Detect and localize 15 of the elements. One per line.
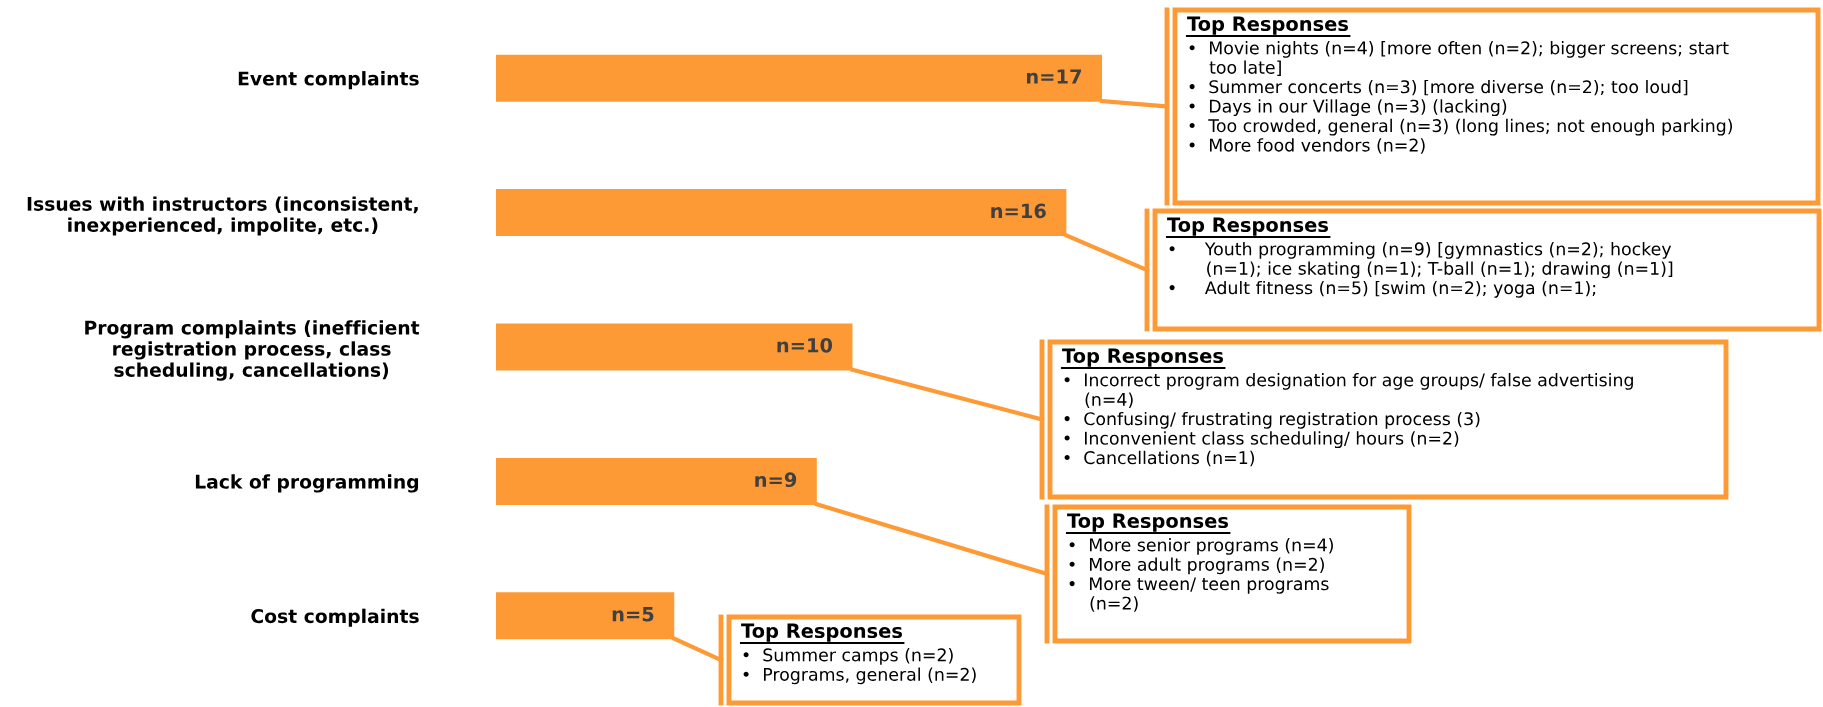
data-label: n=5 <box>612 606 654 622</box>
text: Top Responses • Youth programming (n=9) [gymnastics (n=2); hockey (n=1); ice skating (n=1); T-ball (n=1); drawing (n=1)] • Adult fitness (n=5) [swim (n=2); yoga (n=1); <box>1167 217 1673 298</box>
data-label: n=17 <box>1027 69 1082 84</box>
y-tick-label: Issues with instructors (inconsistent, inexperienced, impolite, etc.) <box>27 196 418 236</box>
y-tick-label: Lack of programming <box>195 474 419 493</box>
annotation: Top Responses • More senior programs (n=4) • More adult programs (n=2) • More tween/ teen programs (n=2) <box>1067 513 1333 612</box>
y-tick-label: Event complaints <box>238 71 419 90</box>
y-tick-label: Cost complaints <box>251 608 419 627</box>
text: Top Responses • Movie nights (n=4) [more often (n=2); bigger screens; start too late] • Summer concerts (n=3) [more diverse (n=2); too loud] • Days in our Village (n=3) (lacking) • Too crowded, general (n=3) (long lines; not enough parking) • More food vendors (n=2) <box>1187 16 1733 154</box>
data-label: n=16 <box>991 203 1046 219</box>
y-tick-label: Program complaints (inefficient registration process, class scheduling, cancellations) <box>85 320 420 381</box>
annotation: Top Responses • Summer camps (n=2) • Programs, general (n=2) <box>741 623 976 685</box>
annotation: Top Responses • Incorrect program designation for age groups/ false advertising (n=4) • Confusing/ frustrating registration process (3) • Inconvenient class scheduling/ hours (n=2) • Cancellations (n=1) <box>1062 348 1633 467</box>
data-label: n=9 <box>755 472 797 488</box>
data-label: n=10 <box>777 337 833 353</box>
